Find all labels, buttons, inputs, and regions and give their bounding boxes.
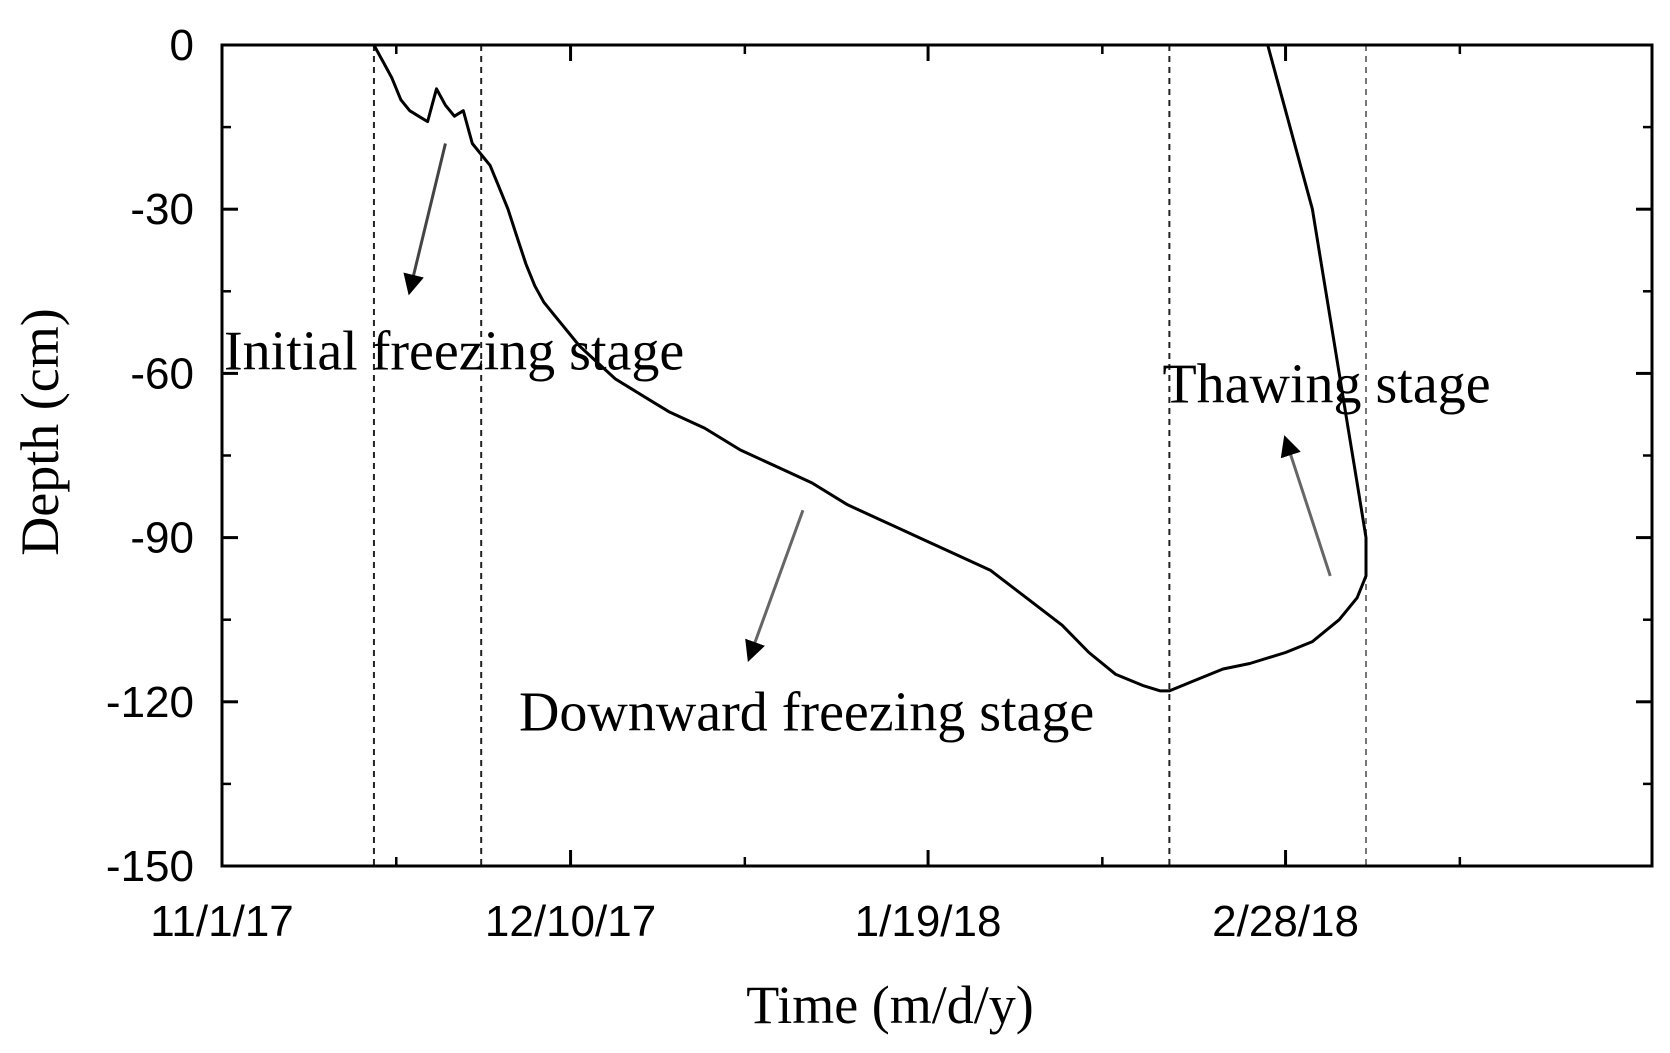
freezing-depth-line [372, 44, 1368, 693]
stage-boundary-lines [372, 45, 1367, 866]
x-tick-label: 1/19/18 [855, 897, 1002, 946]
y-tick-label: -60 [130, 349, 194, 398]
annotation-arrow [745, 509, 805, 662]
annotation-arrows [403, 143, 1332, 662]
y-tick-label: 0 [170, 21, 194, 70]
y-tick-label: -120 [106, 678, 194, 727]
annotation-arrow [403, 143, 447, 296]
stage-annotation: Downward freezing stage [519, 682, 1094, 744]
annotation-arrow [1280, 435, 1332, 577]
x-tick-label: 11/1/17 [150, 897, 294, 946]
x-tick-label: 2/28/18 [1212, 897, 1359, 946]
x-axis-title: Time (m/d/y) [746, 975, 1034, 1035]
y-tick-label: -30 [130, 185, 194, 234]
stage-annotation: Thawing stage [1162, 353, 1490, 415]
y-tick-label: -150 [106, 842, 194, 891]
x-tick-label: 12/10/17 [485, 897, 656, 946]
series-layer [372, 44, 1368, 693]
stage-annotations: Initial freezing stage Downward freezing … [224, 321, 1491, 744]
axes [220, 43, 1654, 868]
y-tick-label: -90 [130, 514, 194, 563]
stage-annotation: Initial freezing stage [224, 321, 684, 383]
tick-labels: 0 -30 -60 -90 -120 -150 11/1/17 12/10/17 1/19/18… [106, 21, 1359, 946]
y-axis-title: Depth (cm) [10, 308, 70, 555]
